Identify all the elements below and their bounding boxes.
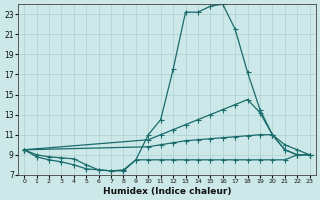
X-axis label: Humidex (Indice chaleur): Humidex (Indice chaleur) xyxy=(103,187,231,196)
